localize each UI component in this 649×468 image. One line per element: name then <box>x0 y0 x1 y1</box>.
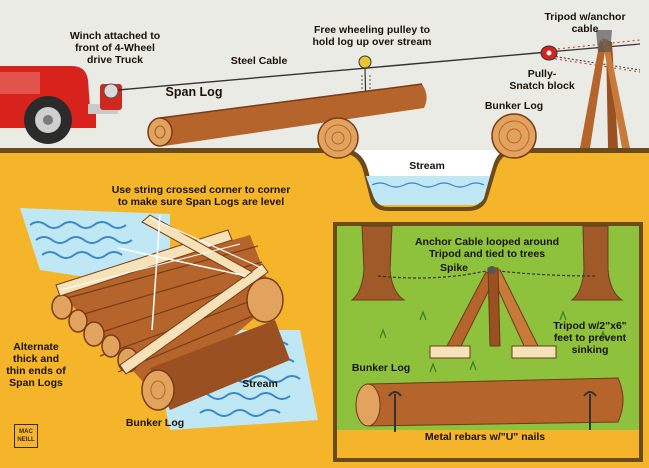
bunker-log-raft-back <box>246 277 284 323</box>
label-tripod-feet: Tripod w/2"x6" feet to prevent sinking <box>553 320 627 356</box>
label-free-pulley: Free wheeling pulley to hold log up over… <box>312 24 432 48</box>
label-alternate-note: Alternate thick and thin ends of Span Lo… <box>6 341 66 389</box>
label-spike: Spike <box>439 262 468 274</box>
label-bunker-log-top: Bunker Log <box>484 100 544 112</box>
label-pully-snatch: Pully- Snatch block <box>509 68 575 92</box>
label-span-log: Span Log <box>165 85 223 99</box>
board-right <box>119 263 269 375</box>
snatch-block <box>540 45 558 61</box>
label-bunker-log-bottom: Bunker Log <box>125 417 185 429</box>
bunker-log-top-right <box>491 113 537 159</box>
label-stream-top: Stream <box>409 160 445 172</box>
stream-ripples <box>371 182 485 188</box>
bunker-log-top-left <box>317 117 359 159</box>
tripod-foot-right <box>511 345 557 359</box>
inset-panel <box>333 222 643 462</box>
bunker-log-raft-front <box>150 320 290 410</box>
board-top <box>141 214 253 279</box>
label-bunker-log-inset: Bunker Log <box>351 362 411 374</box>
label-stream-bottom: Stream <box>242 378 278 390</box>
cable-to-tripod <box>547 43 641 53</box>
tree-left <box>350 225 406 301</box>
label-string-note: Use string crossed corner to corner to m… <box>111 184 291 208</box>
label-steel-cable: Steel Cable <box>230 55 288 67</box>
label-rebars: Metal rebars w/"U" nails <box>424 431 546 443</box>
soil-edge <box>0 148 649 211</box>
label-tripod-anchor: Tripod w/anchor cable <box>544 11 626 35</box>
span-log-top <box>147 83 427 147</box>
steel-cable <box>117 51 549 91</box>
artist-logo: MAC NEILL <box>14 424 38 448</box>
label-winch: Winch attached to front of 4-Wheel drive… <box>69 30 161 66</box>
level-string-2 <box>151 214 161 331</box>
label-anchor-cable: Anchor Cable looped around Tripod and ti… <box>414 236 560 260</box>
stream-water <box>366 176 490 205</box>
level-string-1 <box>117 247 247 277</box>
inset-bunker-log <box>367 377 624 427</box>
tripod-top <box>580 30 630 148</box>
tripod-foot-left <box>429 345 471 359</box>
log-raft <box>51 214 290 411</box>
truck <box>0 66 122 144</box>
rebar-nails <box>388 391 597 432</box>
tree-right <box>570 225 624 301</box>
